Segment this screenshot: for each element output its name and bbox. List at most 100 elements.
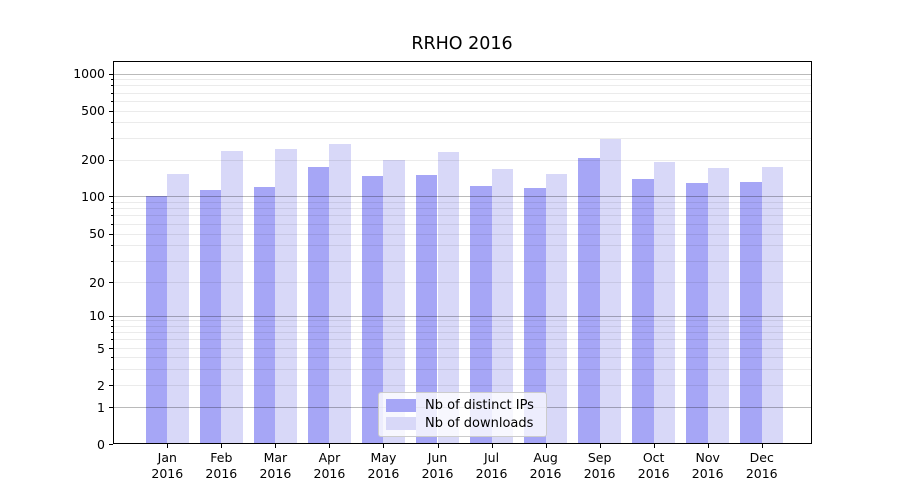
bar-ips: [523, 188, 546, 444]
x-tick-mark: [329, 444, 331, 448]
y-grid-minor-line: [114, 159, 811, 161]
y-minor-tick-mark: [110, 357, 113, 358]
y-grid-minor-line: [114, 215, 811, 217]
y-tick-label: 50: [89, 226, 105, 241]
y-grid-minor-line: [114, 357, 811, 358]
y-tick-mark: [109, 73, 113, 75]
bar-ips: [253, 187, 276, 444]
y-minor-tick-mark: [110, 325, 113, 327]
y-grid-minor-line: [114, 110, 811, 112]
y-grid-minor-line: [114, 201, 811, 203]
x-tick-label: Sep 2016: [583, 450, 616, 481]
bar-ips: [145, 196, 168, 444]
y-grid-minor-line: [114, 100, 811, 102]
y-minor-tick-mark: [110, 100, 113, 102]
y-tick-label: 500: [81, 103, 105, 118]
y-grid-minor-line: [114, 385, 811, 386]
y-tick-label: 5: [97, 340, 105, 356]
y-minor-tick-mark: [110, 245, 113, 247]
x-tick-mark: [707, 444, 709, 448]
y-minor-tick-mark: [110, 368, 113, 370]
y-tick-mark: [109, 444, 113, 445]
y-grid-minor-line: [114, 332, 811, 334]
y-grid-minor-line: [114, 348, 811, 349]
y-grid-minor-line: [114, 282, 811, 283]
x-tick-mark: [167, 444, 169, 448]
y-tick-label: 100: [81, 188, 105, 204]
y-grid-minor-line: [114, 208, 811, 210]
y-grid-minor-line: [114, 368, 811, 370]
y-grid-minor-line: [114, 92, 811, 94]
x-tick-mark: [653, 444, 655, 448]
y-grid-minor-line: [114, 223, 811, 225]
x-tick-label: Apr 2016: [313, 450, 346, 481]
y-tick-label: 200: [81, 152, 105, 167]
y-minor-tick-mark: [110, 332, 113, 334]
x-tick-label: May 2016: [367, 450, 400, 481]
x-tick-mark: [491, 444, 493, 448]
y-grid-minor-line: [114, 122, 811, 124]
y-grid-major-line: [114, 196, 811, 197]
bar-downloads: [491, 168, 514, 444]
legend-label: Nb of downloads: [425, 416, 534, 431]
bar-downloads: [275, 149, 297, 444]
bar-ips: [469, 186, 492, 444]
y-tick-label: 2: [97, 377, 105, 393]
x-tick-mark: [383, 444, 385, 448]
y-minor-tick-mark: [110, 215, 113, 217]
y-tick-mark: [109, 282, 113, 283]
y-grid-minor-line: [114, 320, 811, 322]
bar-ips: [307, 166, 330, 444]
y-minor-tick-mark: [110, 92, 113, 94]
x-tick-label: Nov 2016: [691, 450, 724, 481]
y-grid-minor-line: [114, 325, 811, 327]
bar-ips: [740, 181, 762, 444]
bar-ips: [361, 175, 384, 444]
legend-row: Nb of downloads: [386, 416, 537, 431]
bar-downloads: [707, 168, 730, 444]
chart-title: RRHO 2016: [411, 34, 513, 54]
y-grid-minor-line: [114, 137, 811, 139]
legend-swatch-icon: [386, 417, 416, 430]
y-tick-mark: [109, 159, 113, 161]
y-minor-tick-mark: [110, 85, 113, 87]
y-minor-tick-mark: [110, 137, 113, 139]
legend-row: Nb of distinct IPs: [386, 398, 537, 413]
bar-ips: [632, 178, 654, 444]
y-tick-label: 1: [97, 399, 105, 415]
y-minor-tick-mark: [110, 339, 113, 341]
x-tick-mark: [221, 444, 223, 448]
y-grid-major-line: [114, 315, 811, 317]
x-tick-label: Oct 2016: [637, 450, 670, 481]
y-tick-mark: [109, 385, 113, 386]
y-tick-label: 0: [97, 436, 105, 452]
y-minor-tick-mark: [110, 201, 113, 203]
y-grid-minor-line: [114, 85, 811, 87]
y-grid-major-line: [114, 73, 811, 75]
bar-downloads: [599, 139, 622, 444]
x-tick-mark: [545, 444, 547, 448]
bar-downloads: [653, 161, 676, 444]
x-tick-label: Dec 2016: [745, 450, 778, 481]
bar-downloads: [221, 150, 243, 444]
y-grid-minor-line: [114, 79, 811, 81]
y-tick-label: 1000: [73, 66, 105, 81]
y-tick-mark: [109, 348, 113, 349]
y-grid-minor-line: [114, 233, 811, 235]
x-tick-mark: [599, 444, 601, 448]
bar-ips: [415, 174, 438, 444]
y-tick-label: 20: [89, 274, 105, 290]
bar-downloads: [545, 174, 568, 444]
y-minor-tick-mark: [110, 208, 113, 210]
x-tick-label: Jul 2016: [475, 450, 508, 481]
bar-downloads: [437, 151, 460, 444]
y-minor-tick-mark: [110, 122, 113, 124]
x-tick-mark: [761, 444, 763, 448]
y-tick-label: 10: [89, 308, 105, 323]
x-tick-mark: [437, 444, 439, 448]
bar-ips: [578, 158, 600, 444]
legend-label: Nb of distinct IPs: [425, 398, 534, 413]
y-minor-tick-mark: [110, 223, 113, 225]
x-tick-label: Feb 2016: [205, 450, 238, 481]
